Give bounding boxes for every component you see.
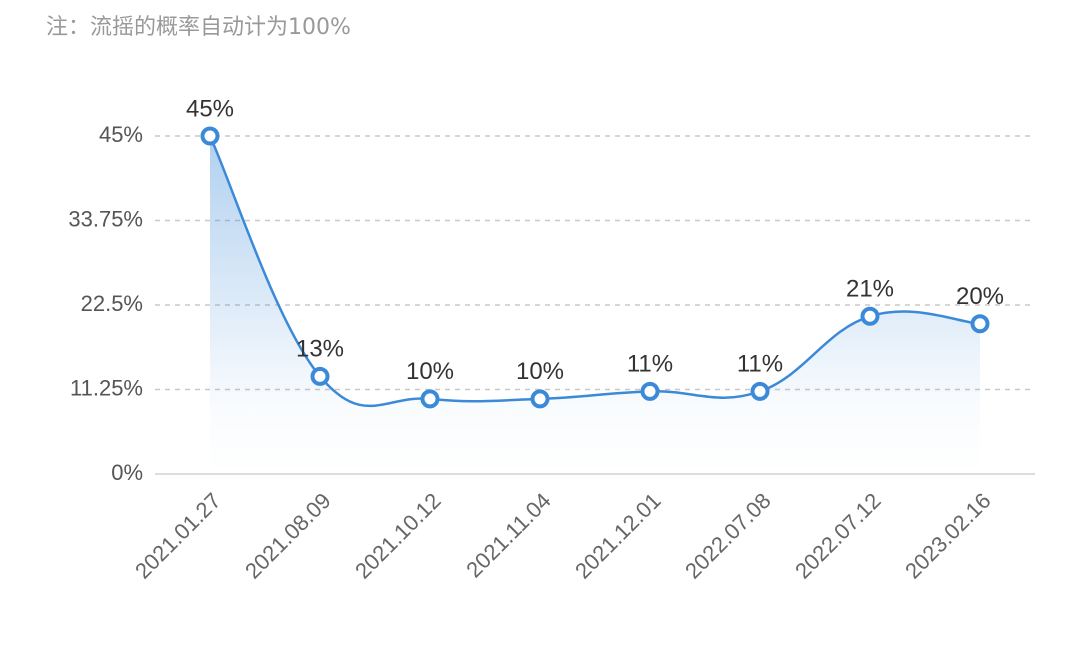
x-tick-label: 2022.07.12 — [790, 488, 886, 584]
y-tick-label: 0% — [111, 460, 143, 485]
value-label: 13% — [296, 336, 344, 363]
value-label: 21% — [846, 276, 894, 303]
y-tick-label: 45% — [99, 122, 143, 147]
note: 注：流摇的概率自动计为100% — [46, 15, 351, 40]
point — [200, 126, 220, 146]
x-tick-label: 2023.02.16 — [900, 488, 996, 584]
x-tick-label: 2021.10.12 — [350, 488, 446, 584]
point — [420, 389, 440, 409]
value-label: 45% — [186, 95, 234, 122]
value-label: 20% — [956, 283, 1004, 310]
point — [750, 381, 770, 401]
point — [970, 314, 990, 334]
value-label: 10% — [406, 358, 454, 385]
value-label: 11% — [737, 351, 783, 378]
x-tick-label: 2021.01.27 — [130, 488, 226, 584]
point — [640, 381, 660, 401]
area — [210, 136, 980, 474]
y-tick-label: 22.5% — [81, 291, 143, 316]
y-tick-label: 33.75% — [68, 206, 143, 231]
line — [208, 135, 981, 408]
x-tick-label: 2021.11.04 — [461, 488, 555, 582]
y-tick-label: 11.25% — [70, 375, 143, 400]
point — [310, 366, 330, 386]
point — [860, 306, 880, 326]
value-label: 10% — [516, 358, 564, 385]
x-tick-label: 2022.07.08 — [680, 488, 776, 584]
x-tick-label: 2021.08.09 — [240, 488, 336, 584]
point — [530, 389, 550, 409]
x-tick-label: 2021.12.01 — [570, 488, 666, 584]
value-label: 11% — [627, 351, 673, 378]
